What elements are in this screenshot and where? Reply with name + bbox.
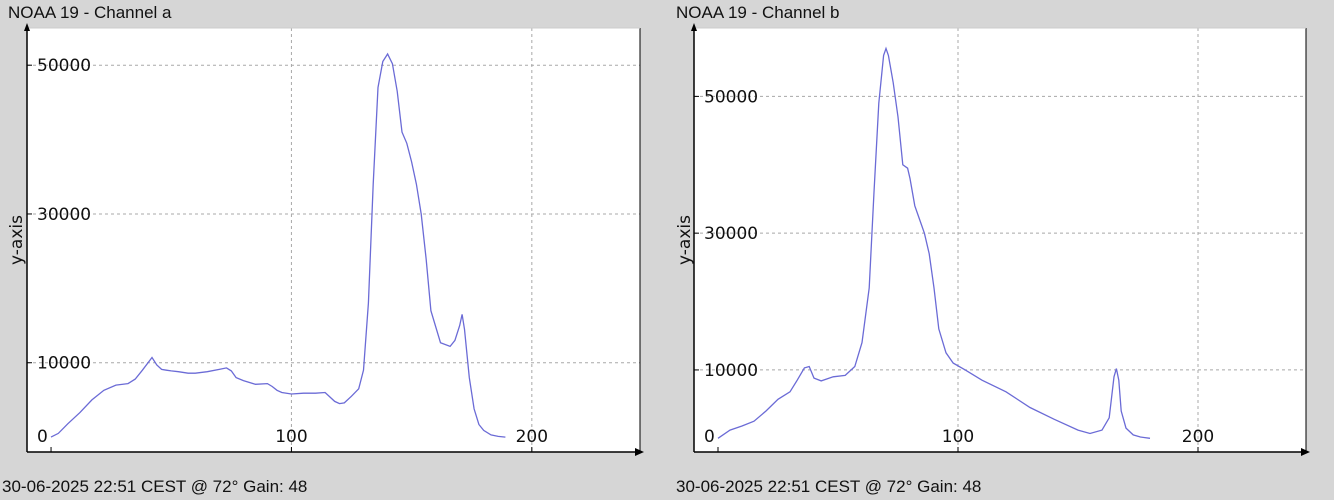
x-axis-arrow-icon [635,448,644,456]
y-tick-label: 30000 [37,205,91,225]
x-axis-arrow-icon [1301,448,1310,456]
footer-timestamp-channel-a: 30-06-2025 22:51 CEST @ 72° Gain: 48 [2,477,308,496]
series-line [50,52,506,438]
x-tick-label: 200 [516,427,548,447]
y-axis-arrow-icon [691,23,697,31]
x-tick-label: 200 [1182,427,1214,447]
x-tick-label: 100 [275,427,307,447]
plot-channel-a: 10000 30000 50000 0 100 200 y-axis [7,23,644,456]
y-axis-label: y-axis [675,215,695,265]
y-tick-label: 10000 [37,354,91,374]
y-tick-label: 50000 [704,87,758,107]
footer-timestamp-channel-b: 30-06-2025 22:51 CEST @ 72° Gain: 48 [676,477,982,496]
chart-title-channel-b: NOAA 19 - Channel b [676,3,840,22]
series-line [717,46,1151,439]
x-tick-label: 0 [37,427,48,447]
y-axis-label: y-axis [7,215,27,265]
x-tick-label: 0 [704,427,715,447]
plot-channel-b: 10000 30000 50000 0 100 200 y-axis [675,23,1310,456]
y-tick-label: 30000 [704,224,758,244]
chart-title-channel-a: NOAA 19 - Channel a [8,3,172,22]
x-tick-label: 100 [942,427,974,447]
y-tick-label: 10000 [704,361,758,381]
y-axis-arrow-icon [24,23,30,31]
plot-area [27,28,640,452]
y-tick-label: 50000 [37,56,91,76]
